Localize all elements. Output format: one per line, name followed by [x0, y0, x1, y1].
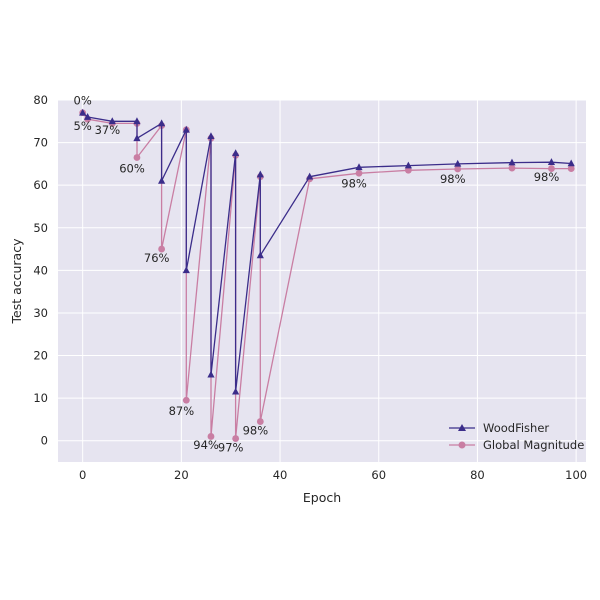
y-axis-label: Test accuracy — [9, 238, 24, 325]
annotations: 0% 5% 37% 60% 76% 87% 94% 97% 98% 98% 98% 98% — [74, 93, 560, 454]
woodfisher-point — [207, 370, 215, 378]
sparsity-annotation: 94% — [193, 438, 219, 452]
global-magnitude-point — [158, 245, 166, 253]
legend-global-magnitude-marker — [458, 441, 466, 449]
sparsity-annotation: 87% — [169, 404, 195, 418]
plot-background — [58, 100, 586, 462]
woodfisher-point — [79, 108, 87, 116]
global-magnitude-point — [454, 165, 462, 173]
legend-woodfisher-marker — [458, 424, 466, 431]
y-tick-label: 30 — [33, 306, 48, 320]
sparsity-annotation: 98% — [243, 423, 269, 437]
woodfisher-point — [133, 117, 141, 125]
global-magnitude-point — [232, 435, 240, 442]
series-layer — [79, 108, 575, 442]
x-tick-label: 60 — [371, 468, 386, 482]
global-magnitude-point — [256, 418, 264, 425]
grid — [58, 99, 586, 462]
woodfisher-point — [182, 266, 190, 274]
x-tick-labels: 0 20 40 60 80 100 — [79, 468, 587, 482]
x-tick-label: 80 — [470, 468, 485, 482]
global-magnitude-point — [548, 165, 555, 172]
x-tick-label: 0 — [79, 468, 86, 482]
woodfisher-point — [84, 113, 92, 120]
global-magnitude-point — [508, 164, 516, 172]
sparsity-annotation: 60% — [119, 161, 145, 175]
y-tick-label: 20 — [33, 349, 48, 363]
y-tick-label: 40 — [33, 263, 48, 277]
legend-woodfisher-label: WoodFisher — [483, 421, 549, 435]
sparsity-annotation: 98% — [440, 172, 466, 186]
y-tick-label: 80 — [33, 93, 48, 107]
woodfisher-point — [232, 387, 240, 395]
woodfisher-point — [158, 176, 166, 184]
woodfisher-point — [256, 251, 264, 259]
x-tick-label: 40 — [273, 468, 288, 482]
sparsity-annotation: 98% — [341, 176, 367, 190]
woodfisher-point — [547, 158, 556, 165]
global-magnitude-point — [133, 154, 141, 161]
woodfisher-point — [232, 149, 240, 157]
woodfisher-point — [133, 134, 141, 142]
woodfisher-point — [355, 163, 363, 171]
woodfisher-point — [182, 125, 190, 133]
y-tick-labels: 0 10 20 30 40 50 60 70 80 — [33, 93, 48, 448]
woodfisher-point — [404, 161, 412, 169]
sparsity-annotation: 5% — [74, 119, 92, 133]
global-magnitude-point — [207, 433, 215, 440]
sparsity-annotation: 37% — [95, 123, 121, 137]
woodfisher-point — [508, 158, 516, 166]
x-axis-label: Epoch — [303, 490, 341, 505]
legend-global-magnitude-label: Global Magnitude — [483, 438, 584, 452]
woodfisher-line — [82, 112, 572, 393]
legend: WoodFisher Global Magnitude — [449, 421, 584, 452]
y-tick-label: 0 — [41, 434, 48, 448]
woodfisher-point — [207, 132, 215, 139]
woodfisher-point — [256, 170, 264, 178]
global-magnitude-point — [567, 165, 575, 172]
x-tick-label: 20 — [174, 468, 189, 482]
woodfisher-point — [306, 172, 314, 180]
woodfisher-point — [454, 159, 462, 167]
sparsity-annotation: 76% — [144, 251, 170, 265]
x-tick-label: 100 — [565, 468, 587, 482]
woodfisher-point — [158, 119, 166, 127]
woodfisher-point — [567, 159, 575, 167]
woodfisher-point — [108, 117, 116, 125]
global-magnitude-point — [404, 166, 412, 174]
global-magnitude-point — [355, 169, 363, 177]
global-magnitude-point — [182, 396, 190, 404]
sparsity-annotation: 97% — [218, 440, 244, 454]
y-tick-label: 60 — [33, 178, 48, 192]
y-tick-label: 50 — [33, 221, 48, 235]
y-tick-label: 70 — [33, 136, 48, 150]
sparsity-annotation: 0% — [74, 93, 92, 107]
y-tick-label: 10 — [33, 391, 48, 405]
sparsity-annotation: 98% — [534, 170, 560, 184]
